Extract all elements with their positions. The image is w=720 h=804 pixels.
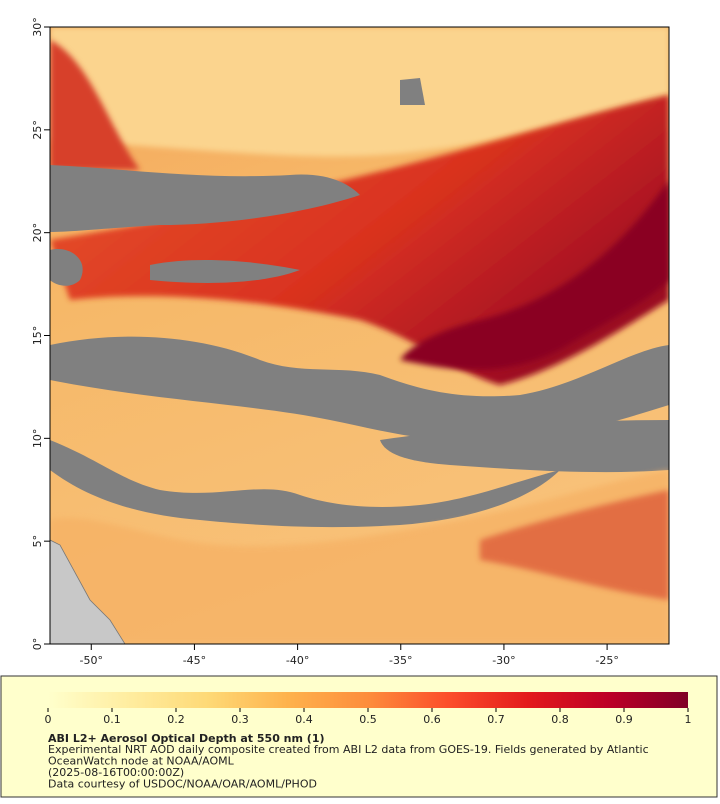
y-tick-label: 10°: [31, 429, 44, 449]
colorbar-tick-label: 1: [685, 713, 692, 726]
aod-field: [50, 27, 669, 644]
x-tick-label: -45°: [183, 654, 206, 667]
y-tick-label: 30°: [31, 17, 44, 37]
x-tick-label: -35°: [389, 654, 412, 667]
caption-line: (2025-08-16T00:00:00Z): [48, 766, 184, 779]
colorbar-tick-label: 0.8: [551, 713, 569, 726]
caption-line: OceanWatch node at NOAA/AOML: [48, 755, 235, 768]
colorbar-tick-label: 0.5: [359, 713, 377, 726]
y-tick-label: 15°: [31, 326, 44, 346]
colorbar-tick-label: 0.1: [103, 713, 121, 726]
colorbar-ramp: [48, 692, 688, 708]
caption-title: ABI L2+ Aerosol Optical Depth at 550 nm …: [48, 732, 325, 745]
x-tick-label: -50°: [80, 654, 103, 667]
y-tick-label: 0°: [31, 638, 44, 651]
x-tick-label: -25°: [595, 654, 618, 667]
colorbar-tick-label: 0.4: [295, 713, 313, 726]
colorbar-tick-label: 0.9: [615, 713, 633, 726]
colorbar-tick-label: 0.3: [231, 713, 249, 726]
y-tick-label: 5°: [31, 535, 44, 548]
caption-line: Experimental NRT AOD daily composite cre…: [48, 743, 649, 756]
colorbar-tick-label: 0.7: [487, 713, 505, 726]
colorbar-tick-label: 0: [45, 713, 52, 726]
y-tick-label: 20°: [31, 223, 44, 243]
caption-line: Data courtesy of USDOC/NOAA/OAR/AOML/PHO…: [48, 778, 317, 791]
colorbar: 0 0.1 0.2 0.3 0.4 0.5 0.6 0.7 0.8 0.9 1: [45, 692, 692, 726]
x-tick-label: -30°: [492, 654, 515, 667]
colorbar-tick-label: 0.6: [423, 713, 441, 726]
x-tick-label: -40°: [286, 654, 309, 667]
colorbar-tick-label: 0.2: [167, 713, 185, 726]
y-tick-label: 25°: [31, 120, 44, 140]
caption: Experimental NRT AOD daily composite cre…: [48, 743, 649, 791]
